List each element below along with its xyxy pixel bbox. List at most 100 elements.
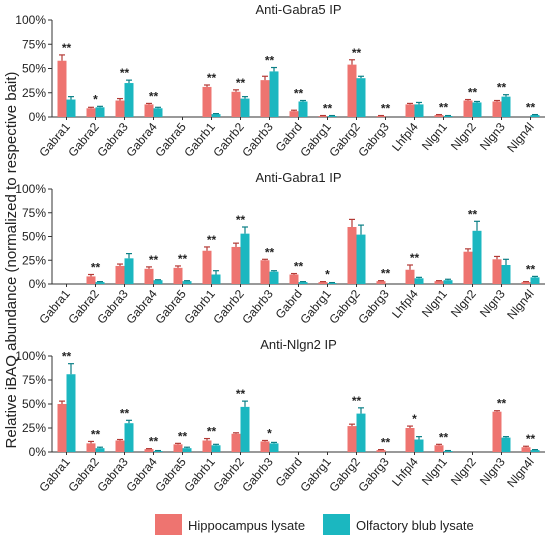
y-tick-label: 75% <box>22 206 46 220</box>
bar-olfactory <box>153 280 163 284</box>
significance-marker: ** <box>207 71 217 85</box>
bar-hippocampus <box>376 116 386 117</box>
x-tick-label: Nlgn3 <box>477 455 508 488</box>
bar-olfactory <box>356 234 366 284</box>
bar-hippocampus <box>115 100 125 117</box>
significance-marker: * <box>412 412 417 426</box>
x-tick-label: Gabrb3 <box>239 120 276 160</box>
chart-title: Anti-Nlgn2 IP <box>260 337 337 352</box>
bar-hippocampus <box>492 259 502 284</box>
bar-olfactory <box>124 83 134 117</box>
legend: Hippocampus lysate Olfactory blub lysate <box>155 514 474 535</box>
y-tick-label: 25% <box>22 421 46 435</box>
x-tick-label: Nlgn4l <box>504 287 537 322</box>
y-tick-label: 0% <box>29 445 47 459</box>
y-tick-label: 100% <box>15 13 46 27</box>
bar-olfactory <box>269 443 279 452</box>
x-tick-label: Nlgn1 <box>419 287 450 320</box>
bar-olfactory <box>211 445 221 452</box>
bar-olfactory <box>95 448 105 452</box>
bar-hippocampus <box>463 100 473 117</box>
bar-olfactory <box>66 99 76 117</box>
bar-olfactory <box>240 98 250 117</box>
bar-olfactory <box>414 278 424 284</box>
bar-hippocampus <box>492 411 502 452</box>
significance-marker: ** <box>120 406 130 420</box>
bar-hippocampus <box>376 450 386 452</box>
x-tick-label: Nlgn2 <box>448 287 479 320</box>
x-tick-label: Nlgn4l <box>504 120 537 155</box>
bar-hippocampus <box>405 269 415 284</box>
significance-marker: ** <box>62 41 72 55</box>
bar-hippocampus <box>86 443 96 452</box>
bar-olfactory <box>356 413 366 452</box>
y-tick-label: 25% <box>22 86 46 100</box>
significance-marker: ** <box>439 101 449 115</box>
chart-panel-3: Anti-Nlgn2 IP0%25%50%75%100% **Gabra1**Ga… <box>15 337 545 495</box>
bar-olfactory <box>240 233 250 284</box>
significance-marker: ** <box>468 207 478 221</box>
bar-hippocampus <box>434 445 444 452</box>
significance-marker: ** <box>149 253 159 267</box>
bar-olfactory <box>327 283 337 284</box>
bar-hippocampus <box>376 281 386 284</box>
significance-marker: ** <box>149 435 159 449</box>
bar-olfactory <box>414 439 424 452</box>
bar-hippocampus <box>434 115 444 117</box>
bar-hippocampus <box>347 64 357 117</box>
bar-hippocampus <box>115 440 125 452</box>
legend-swatch-olfactory <box>323 514 350 535</box>
bar-hippocampus <box>86 276 96 284</box>
y-tick-label: 25% <box>22 253 46 267</box>
bar-olfactory <box>153 108 163 117</box>
y-tick-label: 100% <box>15 349 46 363</box>
bar-olfactory <box>211 114 221 117</box>
significance-marker: ** <box>352 46 362 60</box>
significance-marker: ** <box>207 425 217 439</box>
significance-marker: ** <box>265 54 275 68</box>
bar-olfactory <box>298 282 308 284</box>
bar-olfactory <box>95 282 105 284</box>
y-tick-label: 50% <box>22 230 46 244</box>
y-tick-label: 100% <box>15 182 46 196</box>
significance-marker: ** <box>120 66 130 80</box>
bar-olfactory <box>472 102 482 117</box>
significance-marker: ** <box>207 233 217 247</box>
y-axis-label: Relative iBAQ abundance (normalized to r… <box>3 72 20 449</box>
bar-hippocampus <box>202 440 212 452</box>
significance-marker: ** <box>149 89 159 103</box>
bar-olfactory <box>443 280 453 284</box>
bar-olfactory <box>269 71 279 117</box>
significance-marker: ** <box>381 267 391 281</box>
significance-marker: * <box>93 92 98 106</box>
significance-marker: ** <box>236 213 246 227</box>
bar-hippocampus <box>405 428 415 452</box>
x-tick-label: Nlgn3 <box>477 120 508 153</box>
bar-hippocampus <box>289 274 299 284</box>
bar-hippocampus <box>318 116 328 117</box>
x-tick-label: Gabrg3 <box>355 120 392 160</box>
bar-olfactory <box>501 265 511 284</box>
bar-olfactory <box>530 277 540 284</box>
bar-hippocampus <box>144 104 154 117</box>
significance-marker: ** <box>497 81 507 95</box>
x-tick-label: Nlgn3 <box>477 287 508 320</box>
bar-olfactory <box>414 104 424 117</box>
bar-olfactory <box>211 274 221 284</box>
bar-hippocampus <box>144 268 154 284</box>
significance-marker: ** <box>178 429 188 443</box>
significance-marker: * <box>267 426 272 440</box>
y-tick-label: 0% <box>29 277 47 291</box>
bar-hippocampus <box>347 227 357 284</box>
bar-olfactory <box>356 78 366 117</box>
x-tick-label: Lhfpl4 <box>389 287 421 321</box>
bar-hippocampus <box>463 251 473 284</box>
bar-hippocampus <box>434 281 444 284</box>
x-tick-label: Gabrb3 <box>239 455 276 495</box>
bar-olfactory <box>530 115 540 117</box>
legend-label-hippocampus: Hippocampus lysate <box>188 518 305 533</box>
bar-hippocampus <box>86 108 96 117</box>
bar-olfactory <box>124 423 134 452</box>
significance-marker: ** <box>91 261 101 275</box>
bar-hippocampus <box>202 250 212 284</box>
